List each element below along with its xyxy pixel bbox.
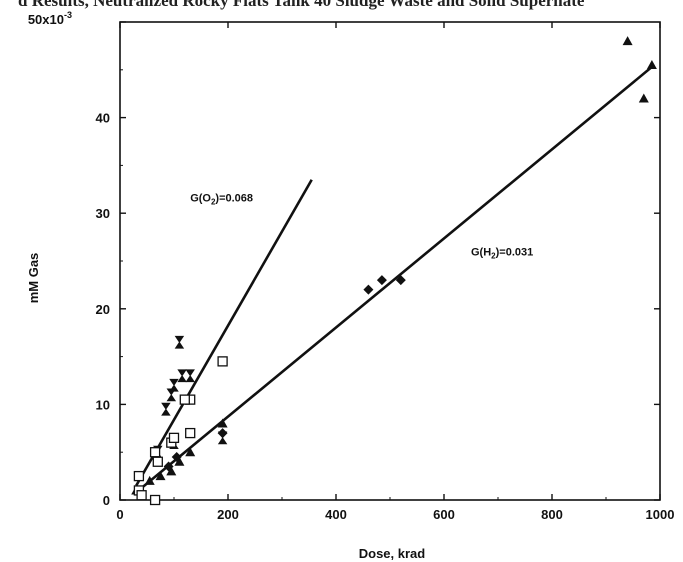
- square-marker: [149, 447, 161, 458]
- y-scale-label: 50x10-3: [28, 10, 72, 27]
- hourglass-marker: [169, 378, 179, 392]
- plot-frame: [119, 21, 661, 501]
- x-axis-ticks: 0 200 400 600 800 1000: [116, 22, 674, 522]
- y-tick-label: 30: [96, 206, 110, 221]
- square-marker: [217, 356, 228, 367]
- fit-annotations: G(O2)=0.068 G(H2)=0.031: [190, 193, 533, 261]
- fit-annotation: G(H2)=0.031: [471, 246, 533, 260]
- fit-line: [135, 65, 653, 494]
- x-tick-label: 800: [541, 507, 563, 522]
- page-header-fragment: d Results, Neutralized Rocky Flats Tank …: [18, 0, 585, 10]
- y-tick-label: 20: [96, 302, 110, 317]
- x-tick-label: 600: [433, 507, 455, 522]
- hourglass-marker: [161, 402, 171, 416]
- hourglass-marker: [177, 369, 187, 383]
- square-marker: [179, 394, 190, 405]
- x-tick-label: 1000: [646, 507, 675, 522]
- fit-lines: [135, 65, 653, 494]
- y-tick-label: 10: [96, 397, 110, 412]
- y-axis-title: mM Gas: [26, 253, 41, 304]
- diamond-marker: [395, 275, 406, 286]
- triangle-marker: [638, 93, 649, 103]
- fit-line: [135, 179, 313, 487]
- diamond-marker: [376, 275, 387, 286]
- square-marker: [152, 456, 163, 467]
- hourglass-marker: [185, 369, 195, 383]
- square-marker: [185, 427, 196, 439]
- triangle-marker: [185, 447, 196, 457]
- square-marker: [168, 432, 180, 444]
- diamond-marker: [171, 451, 182, 462]
- fit-annotation: G(O2)=0.068: [190, 193, 253, 207]
- triangle-marker: [155, 471, 166, 481]
- triangle-marker: [174, 456, 185, 466]
- hourglass-marker: [166, 388, 177, 402]
- x-tick-label: 200: [217, 507, 239, 522]
- square-marker: [136, 490, 147, 501]
- diamond-marker: [163, 461, 174, 472]
- plot-border: [119, 21, 661, 501]
- triangle-marker: [622, 36, 633, 46]
- hourglass-marker: [217, 431, 228, 445]
- data-markers: [131, 36, 657, 506]
- triangle-marker: [166, 466, 177, 476]
- triangle-marker: [646, 60, 657, 70]
- triangle-marker: [144, 475, 155, 485]
- square-marker: [149, 494, 161, 506]
- diamond-marker: [363, 284, 374, 295]
- y-tick-label: 0: [103, 493, 110, 508]
- x-tick-label: 400: [325, 507, 347, 522]
- y-tick-label: 40: [96, 111, 110, 126]
- hourglass-marker: [174, 335, 185, 349]
- triangle-marker: [217, 418, 228, 428]
- x-tick-label: 0: [116, 507, 123, 522]
- square-marker: [133, 470, 145, 482]
- y-axis-ticks: 0 10 20 30 40: [96, 21, 660, 508]
- x-axis-title: Dose, krad: [359, 546, 426, 561]
